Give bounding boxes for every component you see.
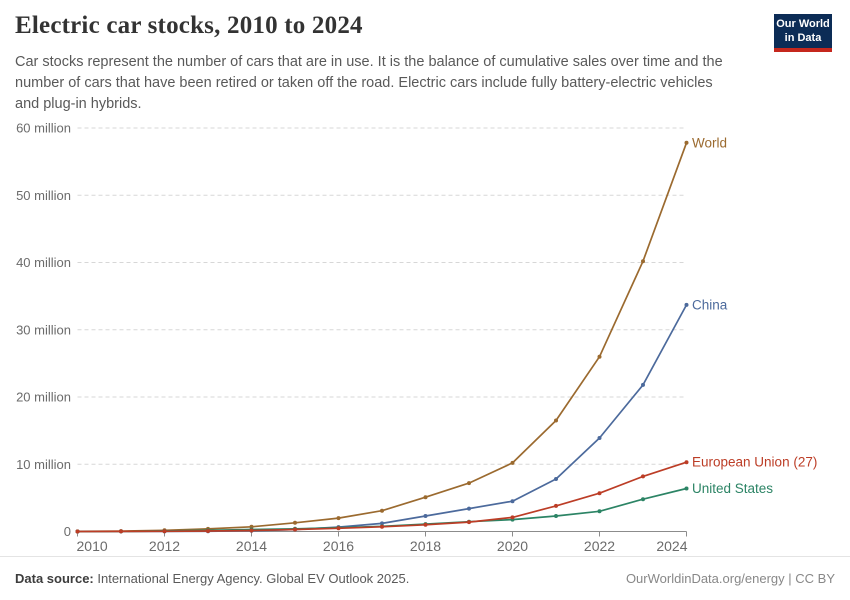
y-tick-label: 10 million <box>16 457 71 472</box>
x-tick-label: 2012 <box>149 538 180 554</box>
chart-subtitle: Car stocks represent the number of cars … <box>15 52 723 115</box>
data-source-label: Data source: <box>15 571 94 586</box>
y-tick-label: 50 million <box>16 188 71 203</box>
y-tick-label: 0 <box>64 524 71 539</box>
x-tick-label: 2022 <box>584 538 615 554</box>
series-point-china <box>554 477 558 481</box>
data-source-text: International Energy Agency. Global EV O… <box>97 571 410 586</box>
series-point-european-union-27 <box>467 520 471 525</box>
series-point-european-union-27 <box>206 529 210 533</box>
series-label-china: China <box>692 297 728 312</box>
x-tick-label: 2014 <box>236 538 267 554</box>
y-tick-label: 60 million <box>16 121 71 136</box>
owid-logo-text-line2: in Data <box>784 31 822 44</box>
series-point-european-union-27 <box>554 503 558 508</box>
series-point-china <box>684 302 689 307</box>
series-point-world <box>641 259 645 264</box>
series-point-united-states <box>597 509 602 514</box>
series-point-world <box>336 516 341 521</box>
subtitle-line: Car stocks represent the number of cars … <box>15 54 723 70</box>
series-label-world: World <box>692 135 727 150</box>
series-point-china <box>423 514 428 518</box>
series-point-world <box>467 481 471 486</box>
series-point-european-union-27 <box>684 460 689 465</box>
series-point-china <box>380 521 384 526</box>
x-tick-label: 2010 <box>77 538 108 554</box>
series-point-european-union-27 <box>162 529 167 534</box>
series-point-world <box>510 460 515 465</box>
owid-logo-text-line1: Our World <box>776 18 830 30</box>
series-line-china <box>76 304 688 533</box>
series-label-european-union-27: European Union (27) <box>692 455 817 470</box>
x-tick-label: 2024 <box>656 538 687 554</box>
series-point-european-union-27 <box>75 529 80 534</box>
x-tick-label: 2018 <box>410 538 441 554</box>
series-line-european-union-27 <box>76 461 688 533</box>
data-source: Data source: International Energy Agency… <box>15 571 409 586</box>
y-tick-label: 30 million <box>16 322 71 337</box>
series-point-european-union-27 <box>293 527 297 532</box>
series-point-china <box>510 499 515 504</box>
series-point-united-states <box>641 497 645 502</box>
series-point-united-states <box>554 514 558 518</box>
series-point-world <box>684 140 689 145</box>
owid-logo[interactable]: Our World in Data <box>774 14 832 52</box>
subtitle-line: and plug-in hybrids. <box>15 96 142 112</box>
page-title: Electric car stocks, 2010 to 2024 <box>15 12 363 39</box>
series-point-china <box>641 382 645 387</box>
x-tick-label: 2020 <box>497 538 528 554</box>
series-point-china <box>597 436 602 440</box>
series-point-european-union-27 <box>597 491 602 496</box>
y-tick-label: 20 million <box>16 390 71 405</box>
series-point-european-union-27 <box>423 522 428 527</box>
series-point-european-union-27 <box>380 524 384 529</box>
series-point-european-union-27 <box>510 515 515 520</box>
series-point-china <box>467 506 471 511</box>
series-point-world <box>554 418 558 423</box>
series-point-world <box>423 495 428 500</box>
series-point-european-union-27 <box>119 529 123 534</box>
series-label-united-states: United States <box>692 481 773 496</box>
series-line-world <box>76 141 688 533</box>
y-tick-label: 40 million <box>16 255 71 270</box>
credit-link[interactable]: OurWorldinData.org/energy | CC BY <box>625 571 835 586</box>
subtitle-line: number of cars that have been retired or… <box>15 75 713 91</box>
x-tick-label: 2016 <box>323 538 354 554</box>
series-point-world <box>293 520 297 525</box>
series-point-united-states <box>684 486 689 491</box>
series-point-world <box>380 508 384 513</box>
series-point-european-union-27 <box>249 528 254 533</box>
series-point-european-union-27 <box>336 526 341 531</box>
series-point-european-union-27 <box>641 474 645 479</box>
footer: Data source: International Energy Agency… <box>0 556 850 600</box>
series-point-world <box>597 354 602 359</box>
